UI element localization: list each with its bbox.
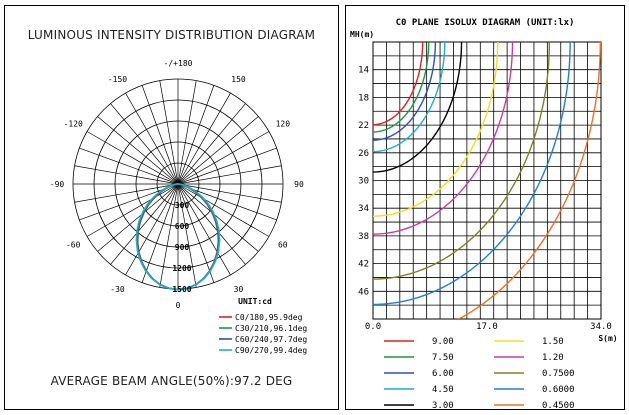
polar-grid-spoke <box>141 183 179 283</box>
polar-grid-spoke <box>110 183 179 265</box>
average-beam-angle: AVERAGE BEAM ANGLE(50%):97.2 DEG <box>50 374 293 388</box>
isolux-x-tick-label: 34.0 <box>590 322 612 332</box>
isolux-plot-frame <box>372 41 602 320</box>
isolux-legend-label: 6.00 <box>432 369 454 379</box>
polar-grid-spoke <box>97 183 179 252</box>
isolux-y-tick-label: 46 <box>358 287 369 297</box>
polar-curve <box>135 183 221 291</box>
polar-angle-label: -/+180 <box>164 59 193 68</box>
polar-grid-spoke <box>159 183 179 288</box>
isolux-y-tick-label: 30 <box>358 177 369 187</box>
isolux-legend-label: 0.4500 <box>542 401 575 411</box>
polar-grid-spoke <box>177 183 282 203</box>
polar-grid-spoke <box>177 183 215 283</box>
polar-angle-label: -150 <box>108 75 127 84</box>
polar-legend-label: C90/270,99.4deg <box>235 346 307 355</box>
polar-unit-label: UNIT:cd <box>238 297 272 306</box>
polar-angle-label: 30 <box>234 285 244 294</box>
polar-angle-label: 120 <box>276 120 291 129</box>
polar-grid-spoke <box>110 103 179 185</box>
polar-grid-spoke <box>177 165 282 185</box>
isolux-y-tick-label: 14 <box>358 66 369 76</box>
isolux-x-tick-label: 17.0 <box>476 322 498 332</box>
isolux-contour-line <box>373 42 437 141</box>
isolux-contour-line <box>373 42 446 153</box>
isolux-diagram-title: C0 PLANE ISOLUX DIAGRAM (UNIT:lx) <box>395 18 575 28</box>
polar-radial-label: 600 <box>175 222 190 231</box>
polar-grid-spoke <box>177 183 259 252</box>
polar-radial-label: 1200 <box>172 264 191 273</box>
polar-angle-label: 90 <box>294 180 304 189</box>
isolux-y-tick-label: 42 <box>358 260 369 270</box>
polar-grid-spoke <box>177 92 231 185</box>
polar-radial-label: 900 <box>175 243 190 252</box>
polar-legend-label: C30/210,96.1deg <box>235 324 307 333</box>
isolux-y-tick-label: 38 <box>358 232 369 242</box>
isolux-x-axis-label: S(m) <box>598 334 617 343</box>
polar-grid-spoke <box>177 147 277 185</box>
polar-angle-label: -30 <box>110 285 125 294</box>
polar-grid-spoke <box>159 80 179 185</box>
isolux-contour-line <box>373 42 499 217</box>
isolux-contours <box>373 42 601 319</box>
polar-grid-spoke <box>74 183 179 203</box>
polar-grid-spoke <box>79 147 179 185</box>
polar-angle-label: -60 <box>66 241 81 250</box>
isolux-legend-label: 1.20 <box>542 353 564 363</box>
polar-grid-spoke <box>74 165 179 185</box>
isolux-contour-line <box>373 42 430 133</box>
polar-grid-spoke <box>141 85 179 185</box>
polar-grid-spoke <box>177 183 270 237</box>
isolux-contour-line <box>373 42 571 306</box>
polar-grid-spoke <box>177 103 246 185</box>
polar-legend-label: C60/240,97.7deg <box>235 335 307 344</box>
polar-radial-label: 300 <box>175 201 190 210</box>
isolux-chart: MH(m) 14 18 22 26 30 34 38 42 46 0.0 17.0 34.0 S(m) 9.… <box>350 30 618 411</box>
polar-radial-label: 1500 <box>172 285 191 294</box>
isolux-y-tick-label: 22 <box>358 121 369 131</box>
isolux-legend-label: 0.6000 <box>542 385 575 395</box>
isolux-y-tick-label: 34 <box>358 204 369 214</box>
polar-angle-label: 0 <box>176 301 181 310</box>
polar-grid-spoke <box>177 85 215 185</box>
isolux-x-tick-label: 0.0 <box>365 322 381 332</box>
polar-angle-label: 150 <box>231 75 246 84</box>
isolux-legend-label: 3.00 <box>432 401 454 411</box>
polar-grid-spoke <box>125 183 179 276</box>
polar-angle-label: 60 <box>278 241 288 250</box>
polar-grid-spoke <box>86 183 179 237</box>
polar-grid-spoke <box>177 183 246 265</box>
isolux-legend-label: 4.50 <box>432 385 454 395</box>
polar-angle-label: -90 <box>50 180 65 189</box>
isolux-y-tick-label: 18 <box>358 93 369 103</box>
isolux-legend-label: 0.7500 <box>542 369 575 379</box>
isolux-legend-label: 7.50 <box>432 353 454 363</box>
isolux-y-tick-label: 26 <box>358 149 369 159</box>
isolux-legend-label: 1.50 <box>542 337 564 347</box>
polar-chart: -/+1801501209060300-30-60-90-120-1503006… <box>50 59 308 355</box>
polar-grid-spoke <box>177 116 259 185</box>
isolux-contour-line <box>373 42 463 173</box>
isolux-contour-line <box>373 42 551 280</box>
polar-diagram-panel: LUMINOUS INTENSITY DISTRIBUTION DIAGRAM … <box>4 5 339 410</box>
polar-grid-spoke <box>97 116 179 185</box>
polar-legend-label: C0/180,95.9deg <box>235 313 303 322</box>
isolux-y-axis-label: MH(m) <box>350 30 374 39</box>
polar-grid-spoke <box>177 183 197 288</box>
isolux-contour-line <box>373 42 424 126</box>
polar-grid-spoke <box>177 183 231 276</box>
isolux-contour-line <box>373 42 514 235</box>
isolux-legend-label: 9.00 <box>432 337 454 347</box>
polar-diagram-title: LUMINOUS INTENSITY DISTRIBUTION DIAGRAM <box>27 28 316 42</box>
polar-grid-spoke <box>177 131 270 185</box>
isolux-contour-line <box>457 42 601 319</box>
isolux-diagram-panel: C0 PLANE ISOLUX DIAGRAM (UNIT:lx) MH(m) 1… <box>345 5 625 411</box>
polar-grid-spoke <box>177 80 197 185</box>
polar-angle-label: -120 <box>64 120 83 129</box>
polar-grid-spoke <box>125 92 179 185</box>
polar-grid-spoke <box>86 131 179 185</box>
